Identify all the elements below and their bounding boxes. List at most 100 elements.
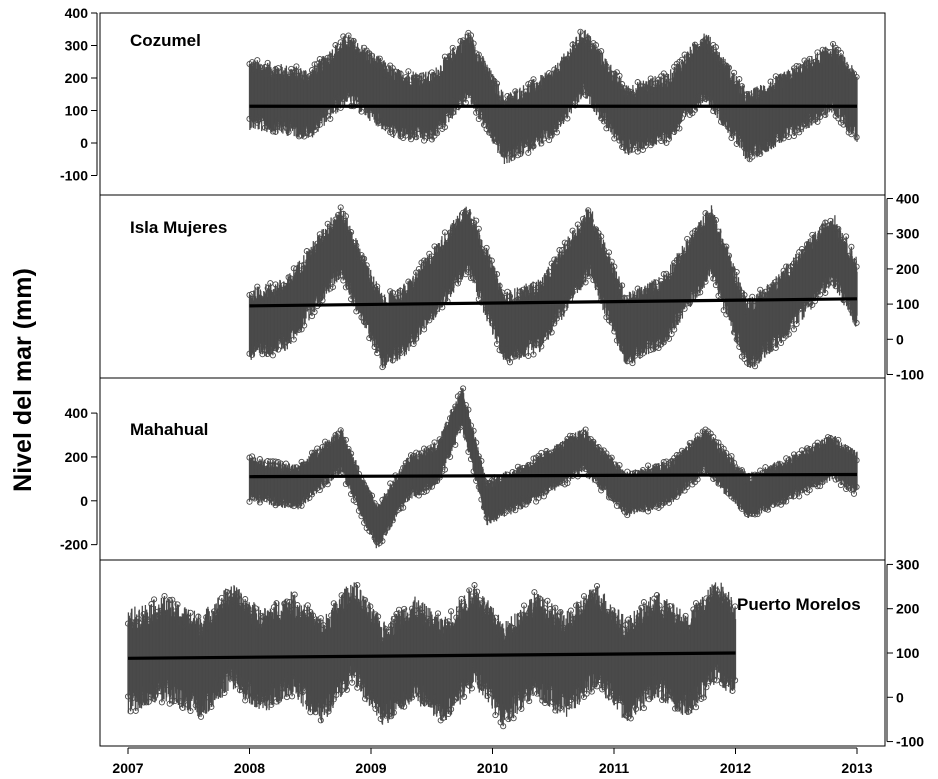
data-point (598, 48, 605, 55)
y-tick-label: -100 (60, 168, 88, 184)
y-tick-label: 400 (896, 191, 920, 207)
data-point (348, 450, 355, 457)
data-point (389, 517, 396, 524)
data-point (350, 37, 357, 44)
data-point (647, 346, 654, 353)
data-point (254, 119, 261, 126)
data-point (668, 330, 675, 338)
data-point (290, 265, 297, 272)
data-point (512, 507, 519, 514)
data-point (691, 41, 699, 48)
data-point (731, 69, 738, 76)
data-point (275, 346, 282, 353)
data-point (676, 125, 683, 132)
station-label-cozumel: Cozumel (130, 31, 201, 50)
data-point (817, 291, 824, 298)
data-point (522, 501, 529, 508)
data-point (246, 498, 253, 505)
data-point (605, 249, 613, 256)
data-point (517, 150, 524, 157)
data-point (249, 453, 256, 460)
data-point (363, 262, 370, 269)
y-axis: 400 300 200 100 0 -100 (60, 5, 98, 184)
data-point (548, 132, 555, 139)
data-point (785, 331, 792, 338)
data-point (569, 227, 576, 234)
data-point (405, 68, 412, 75)
data-point (389, 357, 396, 364)
data-point (757, 286, 764, 293)
data-point (397, 349, 404, 356)
data-point (744, 90, 751, 98)
data-point (473, 217, 480, 224)
data-point (418, 72, 425, 79)
data-point (256, 499, 263, 506)
data-point (467, 32, 475, 39)
data-point (512, 353, 519, 360)
data-point (793, 62, 800, 70)
data-point (848, 131, 855, 138)
data-point (272, 458, 279, 465)
data-point (426, 484, 433, 491)
data-point (358, 108, 365, 115)
data-point (746, 91, 753, 98)
data-point (475, 115, 482, 123)
data-point (843, 63, 850, 70)
data-point (493, 271, 501, 278)
data-point (736, 76, 743, 83)
data-point (764, 347, 772, 354)
data-point (538, 343, 545, 350)
data-point (564, 480, 571, 487)
data-point (316, 121, 323, 128)
data-point (538, 140, 545, 147)
data-point (342, 213, 349, 220)
data-point (467, 422, 475, 429)
data-point (822, 111, 829, 119)
data-point (608, 258, 615, 265)
data-point (311, 308, 318, 316)
data-point (295, 326, 303, 333)
data-point (592, 42, 600, 49)
y-tick-label: 300 (65, 38, 89, 54)
data-point (342, 436, 349, 443)
data-point (452, 441, 459, 448)
data-point (470, 427, 477, 434)
data-point (298, 502, 305, 509)
data-point (660, 339, 667, 346)
data-point (738, 83, 745, 90)
data-point (790, 326, 798, 333)
y-tick-label: 0 (896, 331, 904, 347)
y-tick-label: 300 (896, 226, 920, 242)
data-point (725, 252, 732, 259)
data-point (530, 351, 537, 358)
data-point (665, 335, 673, 342)
data-point (582, 279, 589, 286)
y-tick-label: 100 (896, 296, 920, 312)
data-point (517, 503, 524, 510)
data-point (835, 225, 842, 232)
data-point (634, 285, 641, 292)
data-point (801, 57, 808, 64)
data-point (483, 244, 490, 251)
data-point (853, 263, 860, 270)
data-point (793, 320, 800, 328)
data-point (376, 55, 383, 62)
data-point (796, 129, 803, 136)
data-point (421, 257, 428, 264)
data-points (246, 28, 860, 164)
data-point (332, 42, 339, 49)
data-point (757, 150, 764, 157)
y-axis-label: Nivel del mar (mm) (9, 268, 37, 492)
y-tick-label: 200 (896, 261, 920, 277)
data-point (619, 282, 626, 289)
data-point (465, 210, 472, 217)
data-point (512, 88, 519, 95)
data-point (741, 291, 748, 299)
data-point (525, 149, 532, 156)
y-tick-label: 400 (65, 5, 89, 21)
data-point (616, 72, 623, 79)
data-point (447, 453, 454, 460)
data-point (337, 204, 344, 211)
data-point (269, 352, 276, 359)
